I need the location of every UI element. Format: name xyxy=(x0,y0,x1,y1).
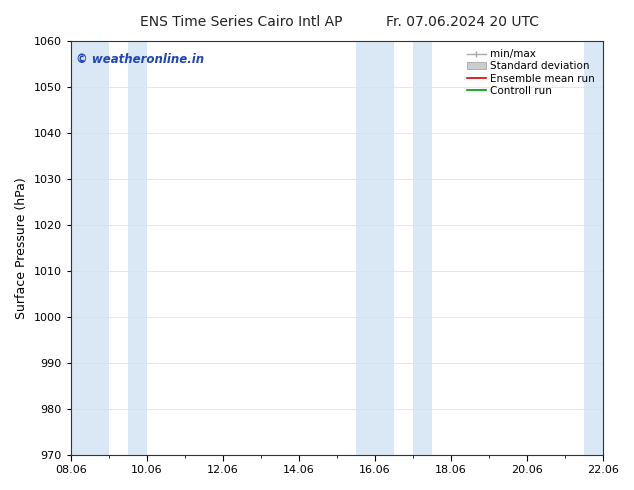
Bar xyxy=(127,41,146,455)
Text: Fr. 07.06.2024 20 UTC: Fr. 07.06.2024 20 UTC xyxy=(386,15,540,29)
Bar xyxy=(584,41,603,455)
Bar xyxy=(356,41,394,455)
Bar xyxy=(71,41,109,455)
Text: ENS Time Series Cairo Intl AP: ENS Time Series Cairo Intl AP xyxy=(139,15,342,29)
Text: © weatheronline.in: © weatheronline.in xyxy=(76,53,204,67)
Y-axis label: Surface Pressure (hPa): Surface Pressure (hPa) xyxy=(15,177,28,318)
Bar xyxy=(413,41,432,455)
Legend: min/max, Standard deviation, Ensemble mean run, Controll run: min/max, Standard deviation, Ensemble me… xyxy=(464,46,598,99)
